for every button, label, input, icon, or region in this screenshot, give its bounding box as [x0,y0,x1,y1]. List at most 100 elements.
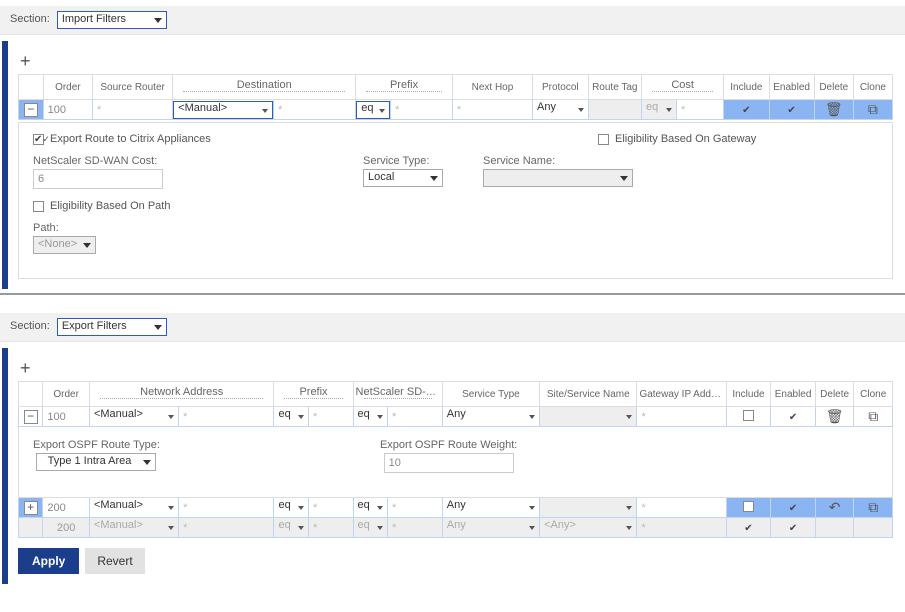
prefix-op-select[interactable]: eq [356,101,390,119]
export-citrix-checkbox[interactable]: ✓ [33,134,44,145]
export-filters-table: Order Network Address Prefix NetScaler S… [18,381,893,538]
gateway-ip-input[interactable] [637,408,725,426]
sdwan-cost-label: NetScaler SD-WAN Cost: [33,155,163,167]
prefix-val-input[interactable] [391,101,452,119]
cost-val-input[interactable] [388,499,442,517]
col-expand [19,75,44,100]
export-row: − <Manual> eq eq Any 🗑 ⧉ [19,407,893,427]
eligibility-gateway-checkbox[interactable] [598,134,609,145]
prefix-val-input[interactable] [309,499,353,517]
prefix-op-select[interactable]: eq [274,408,307,426]
service-type-label: Service Type: [363,155,443,167]
order-input[interactable] [43,408,89,426]
cost-val-input[interactable] [388,408,442,426]
cost-val-cell: * [388,522,442,534]
add-row-button[interactable]: + [18,45,893,74]
col-delete: Delete [814,75,853,100]
enabled-checkbox[interactable] [787,411,799,423]
col-prefix: Prefix [274,382,353,407]
network-select[interactable]: <Manual> [90,408,178,426]
cost-op-select[interactable]: eq [354,499,387,517]
network-ip-input[interactable] [179,499,273,517]
eligibility-path-checkbox[interactable] [33,201,44,212]
site-select: <Any> [540,519,636,537]
enabled-checkbox[interactable] [787,502,799,514]
protocol-select[interactable]: Any [533,101,588,119]
apply-button[interactable]: Apply [18,548,79,574]
col-order: Order [43,75,92,100]
include-checkbox[interactable] [743,501,754,512]
undo-icon[interactable]: ↶ [829,499,841,515]
path-label: Path: [33,222,96,234]
col-route-tag: Route Tag [588,75,641,100]
prefix-op-select[interactable]: eq [274,499,307,517]
next-hop-input[interactable] [453,101,532,119]
col-delete: Delete [815,382,854,407]
col-network-address: Network Address [89,382,274,407]
export-row: + <Manual> eq eq Any ↶ ⧉ [19,498,893,518]
cost-op-select: eq [354,519,387,537]
destination-select[interactable]: <Manual> [173,101,273,119]
export-row: 200 <Manual> * eq * eq * Any <Any> * [19,518,893,538]
delete-icon[interactable]: 🗑 [825,101,843,117]
col-clone: Clone [854,382,893,407]
prefix-val-input[interactable] [309,408,353,426]
col-clone: Clone [853,75,892,100]
include-checkbox [742,522,754,534]
include-checkbox[interactable] [743,410,754,421]
revert-button[interactable]: Revert [85,548,144,574]
cost-op-select[interactable]: eq [354,408,387,426]
collapse-icon[interactable]: − [24,410,38,424]
col-next-hop: Next Hop [452,75,532,100]
add-row-button[interactable]: + [18,352,893,381]
col-sdwan-cost: NetScaler SD-WAN Cost [353,382,442,407]
service-type-select[interactable]: Any [443,408,539,426]
order-input[interactable] [44,101,92,119]
gateway-ip-cell: * [637,522,725,534]
section-select-export[interactable]: Export Filters [57,318,167,336]
col-destination: Destination [173,75,356,100]
section-select-import[interactable]: Import Filters [57,11,167,29]
clone-icon[interactable]: ⧉ [868,101,878,117]
network-select: <Manual> [90,519,178,537]
cost-val-input[interactable] [677,101,723,119]
destination-ip-input[interactable] [274,101,355,119]
col-site-service: Site/Service Name [540,382,637,407]
service-name-label: Service Name: [483,155,633,167]
clone-icon[interactable]: ⧉ [868,499,878,515]
export-row-detail: Export OSPF Route Type: Type 1 Intra Are… [19,429,892,497]
site-select [540,408,636,426]
col-protocol: Protocol [533,75,589,100]
expand-icon[interactable]: + [24,501,38,515]
delete-icon[interactable]: 🗑 [826,408,844,424]
sdwan-cost-input[interactable] [33,169,163,189]
clone-icon[interactable]: ⧉ [868,408,878,424]
service-type-select[interactable]: Any [443,499,539,517]
section-label: Section: [10,13,50,25]
source-router-cell[interactable]: * [93,104,172,116]
collapse-icon[interactable]: − [24,103,38,117]
import-filters-table: Order Source Router Destination Prefix N… [18,74,893,120]
order-cell: 200 [43,522,89,534]
section-label: Section: [10,320,50,332]
order-input[interactable] [43,499,89,517]
service-type-select[interactable]: Local [363,169,443,187]
service-name-select [483,169,633,187]
import-row: − * <Manual> eq Any eq 🗑 ⧉ [19,100,893,120]
col-enabled: Enabled [769,75,814,100]
network-ip-cell: * [179,522,273,534]
network-select[interactable]: <Manual> [90,499,178,517]
col-order: Order [43,382,90,407]
col-enabled: Enabled [771,382,816,407]
include-checkbox[interactable] [740,104,752,116]
ospf-type-select[interactable]: Type 1 Intra Area [36,453,156,471]
gateway-ip-input[interactable] [637,499,725,517]
network-ip-input[interactable] [179,408,273,426]
import-row-detail: ✓Export Route to Citrix Appliances Eligi… [18,122,893,279]
col-cost: Cost [642,75,724,100]
col-include: Include [724,75,769,100]
enabled-checkbox[interactable] [786,104,798,116]
export-citrix-label: Export Route to Citrix Appliances [50,133,211,145]
route-tag-input [589,101,641,119]
ospf-weight-input[interactable] [384,453,514,473]
